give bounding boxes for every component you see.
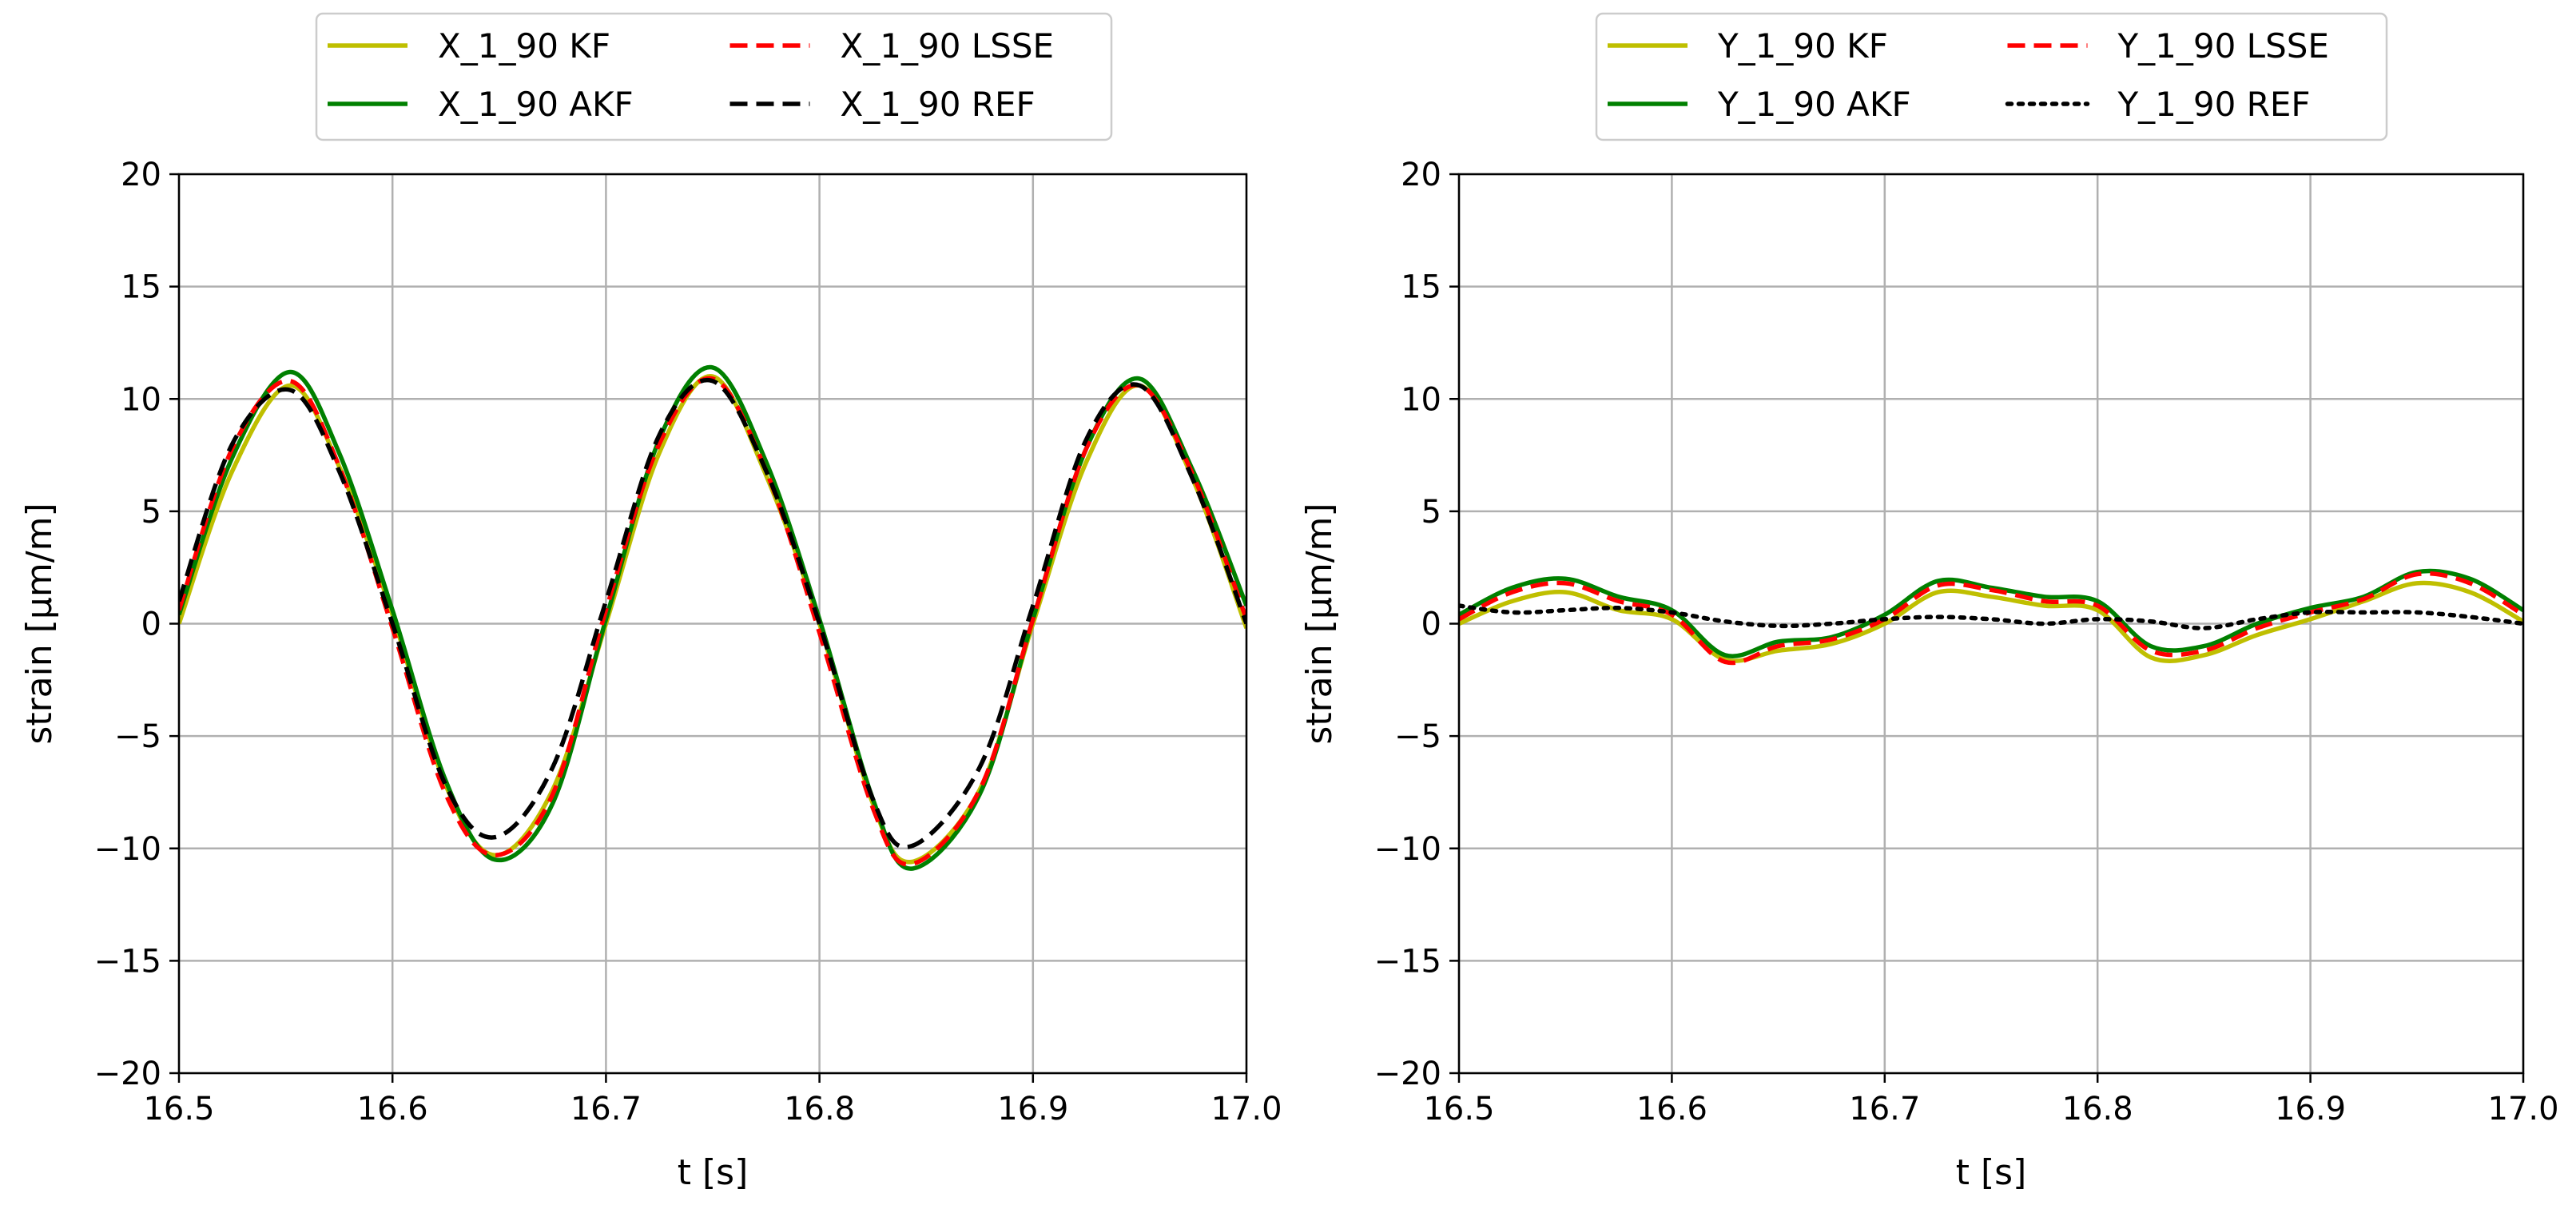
x-tick-label: 16.6 bbox=[357, 1091, 428, 1127]
legend-label: Y_1_90 KF bbox=[1717, 26, 1888, 66]
y-tick-label: −10 bbox=[94, 831, 161, 868]
legend-label: X_1_90 KF bbox=[438, 26, 610, 66]
legend-label: Y_1_90 REF bbox=[2117, 85, 2311, 124]
x-tick-label: 16.8 bbox=[784, 1091, 855, 1127]
y-tick-label: −15 bbox=[1374, 943, 1441, 980]
right-chart: 16.5 16.6 16.7 16.8 16.9 17.0 20 15 10 5 0 −5 −10 −15… bbox=[1299, 12, 2559, 1193]
y-tick-label: 0 bbox=[141, 606, 161, 643]
x-tick-label: 16.7 bbox=[1849, 1091, 1920, 1127]
y-tick-label: −20 bbox=[1374, 1056, 1441, 1092]
y-tick-label: −10 bbox=[1374, 831, 1441, 868]
legend-label: Y_1_90 AKF bbox=[1717, 85, 1911, 124]
y-tick-label: −5 bbox=[1394, 718, 1441, 755]
y-axis-label: strain [µm/m] bbox=[19, 503, 60, 744]
y-tick-label: 15 bbox=[121, 269, 161, 306]
x-tick-label: 16.7 bbox=[570, 1091, 642, 1127]
legend: Y_1_90 KF Y_1_90 AKF Y_1_90 LSSE Y_1_90 REF bbox=[1595, 12, 2388, 141]
x-tick-label: 16.5 bbox=[1423, 1091, 1494, 1127]
x-tick-label: 16.6 bbox=[1636, 1091, 1707, 1127]
series-line-x-1-90-ref bbox=[179, 377, 1246, 849]
y-tick-label: 5 bbox=[1421, 494, 1441, 531]
legend-label: X_1_90 AKF bbox=[438, 85, 634, 124]
y-tick-label: −15 bbox=[94, 943, 161, 980]
x-axis-label: t [s] bbox=[1956, 1152, 2027, 1193]
y-tick-label: 20 bbox=[121, 157, 161, 193]
series-line-y-1-90-ref bbox=[1459, 603, 2523, 630]
y-axis-label: strain [µm/m] bbox=[1299, 503, 1340, 744]
y-tick-label: 5 bbox=[141, 494, 161, 531]
legend-label: Y_1_90 LSSE bbox=[2117, 26, 2329, 66]
y-tick-label: 10 bbox=[121, 381, 161, 418]
plot-frame bbox=[177, 173, 1248, 1075]
series-line-y-1-90-akf bbox=[1459, 568, 2523, 658]
x-tick-label: 16.9 bbox=[2275, 1091, 2346, 1127]
series-line-y-1-90-kf bbox=[1459, 580, 2523, 663]
legend: X_1_90 KF X_1_90 AKF X_1_90 LSSE X_1_90 REF bbox=[315, 12, 1113, 141]
legend-box bbox=[1595, 12, 2388, 141]
x-tick-label: 16.9 bbox=[997, 1091, 1068, 1127]
x-tick-label: 16.8 bbox=[2062, 1091, 2133, 1127]
legend-label: X_1_90 REF bbox=[841, 85, 1036, 124]
y-tick-label: 0 bbox=[1421, 606, 1441, 643]
x-tick-label: 17.0 bbox=[1210, 1091, 1282, 1127]
x-axis-label: t [s] bbox=[678, 1152, 749, 1193]
plot-frame bbox=[1457, 173, 2525, 1075]
y-tick-label: 10 bbox=[1401, 381, 1441, 418]
y-tick-label: −5 bbox=[114, 718, 161, 755]
legend-box bbox=[315, 12, 1113, 141]
x-tick-label: 16.5 bbox=[143, 1091, 214, 1127]
series-line-x-1-90-lsse bbox=[179, 376, 1246, 867]
y-tick-label: 20 bbox=[1401, 157, 1441, 193]
y-tick-label: −20 bbox=[94, 1056, 161, 1092]
series-line-y-1-90-lsse bbox=[1459, 571, 2523, 666]
y-tick-label: 15 bbox=[1401, 269, 1441, 306]
left-chart: 16.5 16.6 16.7 16.8 16.9 17.0 20 15 10 5 0 −5 −10 −15… bbox=[19, 12, 1282, 1193]
legend-label: X_1_90 LSSE bbox=[841, 26, 1055, 66]
x-tick-label: 17.0 bbox=[2487, 1091, 2558, 1127]
